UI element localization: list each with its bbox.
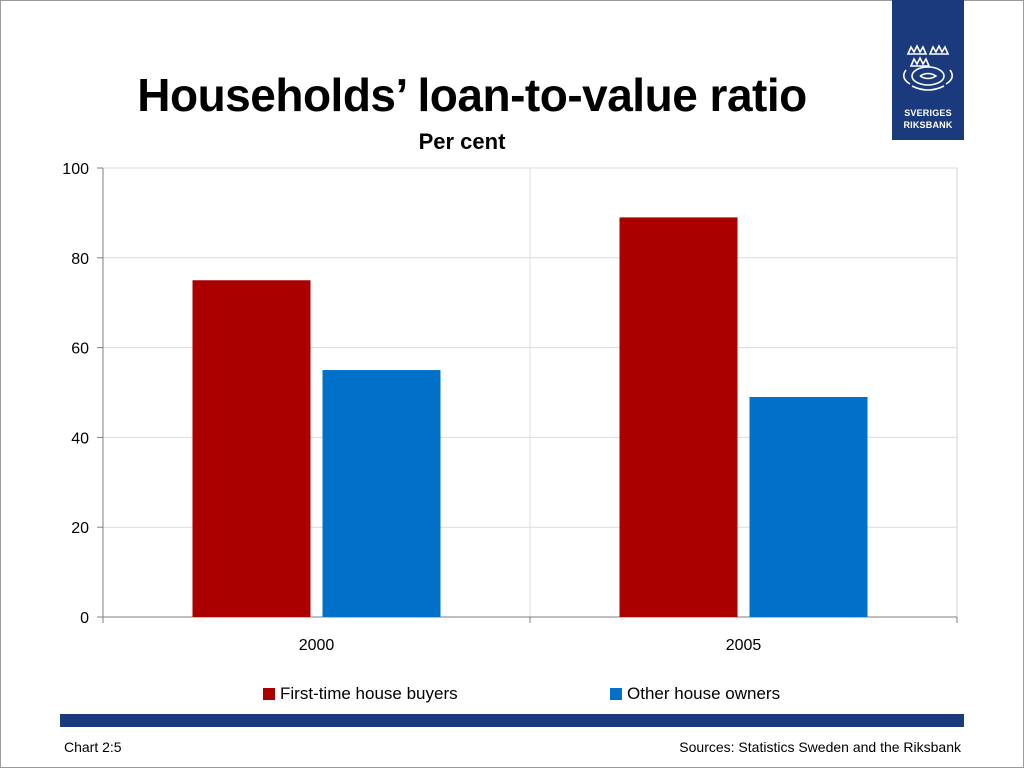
logo-line1: SVERIGES — [904, 108, 952, 118]
legend-swatch-blue — [610, 688, 622, 700]
legend-label: Other house owners — [627, 684, 781, 703]
bar-other-owners-2000 — [322, 370, 441, 617]
legend-item-first-time-buyers: First-time house buyers — [263, 684, 458, 704]
riksbank-logo: SVERIGES RIKSBANK — [892, 0, 964, 140]
legend-item-other-owners: Other house owners — [610, 684, 780, 704]
y-tick-label: 60 — [71, 341, 89, 358]
y-tick-label: 0 — [80, 610, 89, 627]
crown-emblem-icon — [902, 44, 954, 91]
chart-number: Chart 2:5 — [64, 739, 122, 755]
footer-stripe — [60, 714, 964, 727]
bar-chart: 0 20 40 60 80 100 2000 2005 — [62, 161, 958, 650]
bar-first-time-buyers-2000 — [192, 280, 311, 617]
legend-swatch-red — [263, 688, 275, 700]
y-tick-label: 100 — [62, 161, 89, 178]
x-tick-label: 2000 — [299, 637, 335, 650]
y-tick-label: 20 — [71, 520, 89, 537]
bar-first-time-buyers-2005 — [619, 217, 738, 617]
chart-title: Households’ loan-to-value ratio — [137, 69, 807, 121]
chart-subtitle: Per cent — [418, 129, 506, 154]
legend-label: First-time house buyers — [280, 684, 458, 703]
bar-other-owners-2005 — [749, 396, 868, 617]
y-tick-label: 40 — [71, 430, 89, 447]
x-tick-label: 2005 — [726, 637, 762, 650]
y-tick-label: 80 — [71, 251, 89, 268]
sources-note: Sources: Statistics Sweden and the Riksb… — [679, 739, 961, 755]
logo-line2: RIKSBANK — [903, 120, 953, 130]
